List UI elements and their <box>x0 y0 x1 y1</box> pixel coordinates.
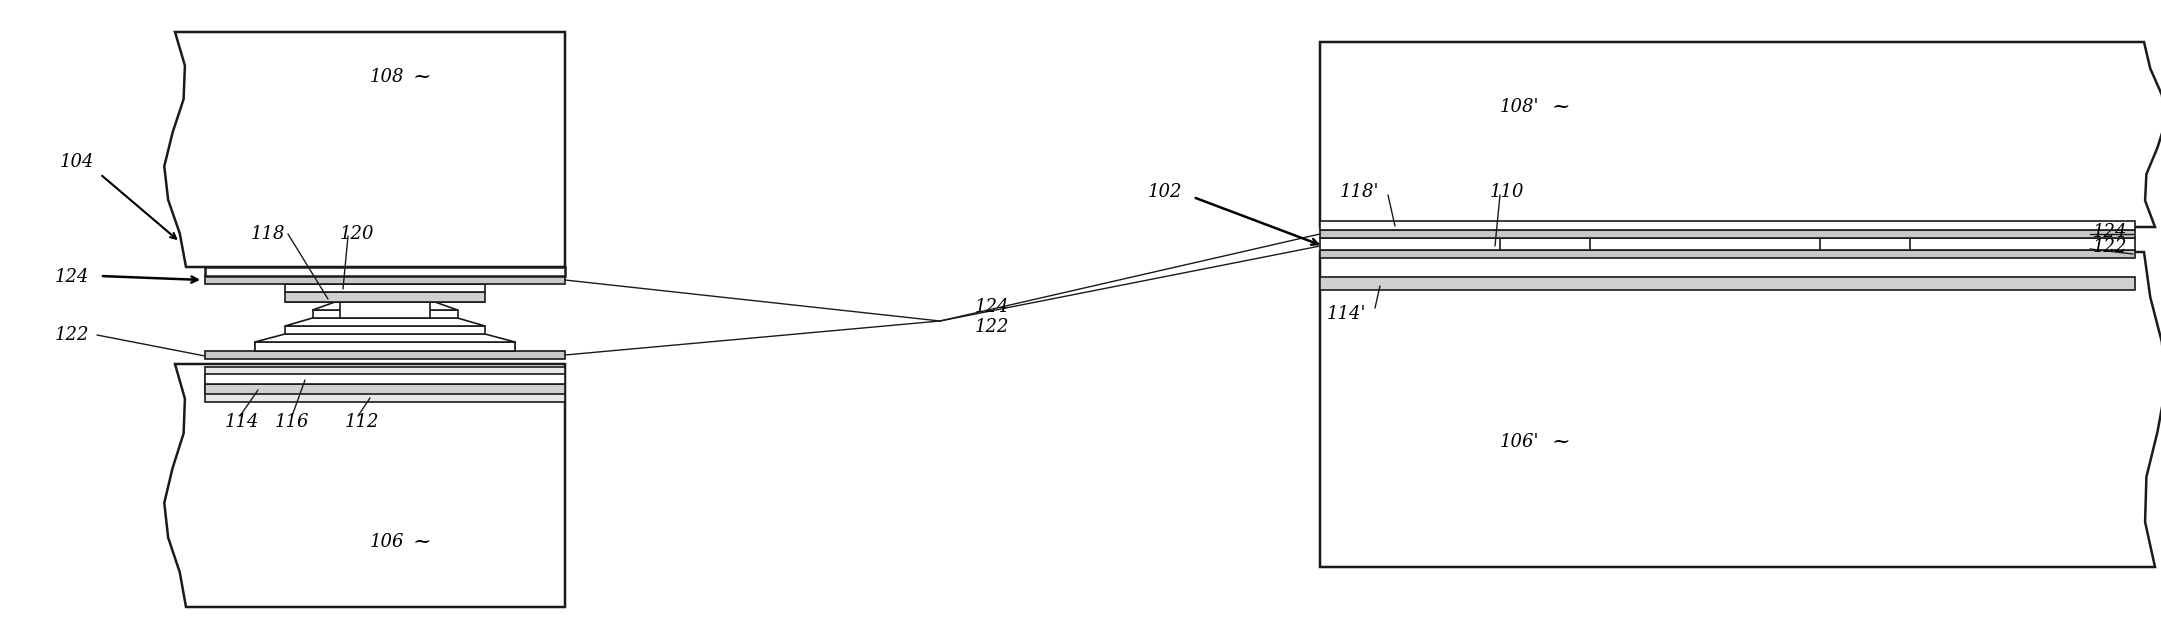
Polygon shape <box>205 267 564 276</box>
Polygon shape <box>313 310 458 318</box>
Polygon shape <box>1320 238 2135 250</box>
Polygon shape <box>285 292 484 302</box>
Polygon shape <box>1500 238 1590 250</box>
Text: 124: 124 <box>2094 223 2126 241</box>
Text: 124: 124 <box>54 268 89 286</box>
Polygon shape <box>1320 42 2161 227</box>
Polygon shape <box>313 302 458 310</box>
Text: 122: 122 <box>54 326 89 344</box>
Text: 112: 112 <box>346 413 380 431</box>
Polygon shape <box>205 351 564 359</box>
Polygon shape <box>255 342 514 351</box>
Polygon shape <box>1320 252 2161 567</box>
Text: ~: ~ <box>413 66 432 88</box>
Text: 110: 110 <box>1489 183 1524 201</box>
Polygon shape <box>335 292 434 302</box>
Text: 106': 106' <box>1500 433 1539 451</box>
Polygon shape <box>205 374 564 384</box>
Polygon shape <box>1320 277 2135 290</box>
Text: 122: 122 <box>975 318 1009 336</box>
Text: 124: 124 <box>975 298 1009 316</box>
Polygon shape <box>285 284 484 292</box>
Polygon shape <box>205 384 564 394</box>
Polygon shape <box>164 32 564 267</box>
Polygon shape <box>285 292 484 302</box>
Polygon shape <box>255 334 514 342</box>
Polygon shape <box>285 318 484 326</box>
Text: 120: 120 <box>339 225 374 243</box>
Text: 114': 114' <box>1327 305 1366 323</box>
Text: 104: 104 <box>61 153 95 171</box>
Text: ~: ~ <box>413 531 432 553</box>
Text: ~: ~ <box>1552 96 1571 118</box>
Text: ~: ~ <box>1552 431 1571 453</box>
Text: 116: 116 <box>274 413 309 431</box>
Text: 118: 118 <box>251 225 285 243</box>
Polygon shape <box>1820 238 1910 250</box>
Polygon shape <box>285 326 484 334</box>
Polygon shape <box>1320 221 2135 230</box>
Polygon shape <box>255 342 514 351</box>
Polygon shape <box>205 367 564 402</box>
Text: 122: 122 <box>2094 238 2126 256</box>
Polygon shape <box>164 364 564 607</box>
Polygon shape <box>205 267 564 284</box>
Text: 118': 118' <box>1340 183 1379 201</box>
Text: 108': 108' <box>1500 98 1539 116</box>
Text: 102: 102 <box>1147 183 1182 201</box>
Polygon shape <box>1320 250 2135 258</box>
Text: 108: 108 <box>370 68 404 86</box>
Polygon shape <box>339 302 430 318</box>
Polygon shape <box>205 276 564 284</box>
Polygon shape <box>1320 230 2135 238</box>
Text: 106: 106 <box>370 533 404 551</box>
Text: 114: 114 <box>225 413 259 431</box>
